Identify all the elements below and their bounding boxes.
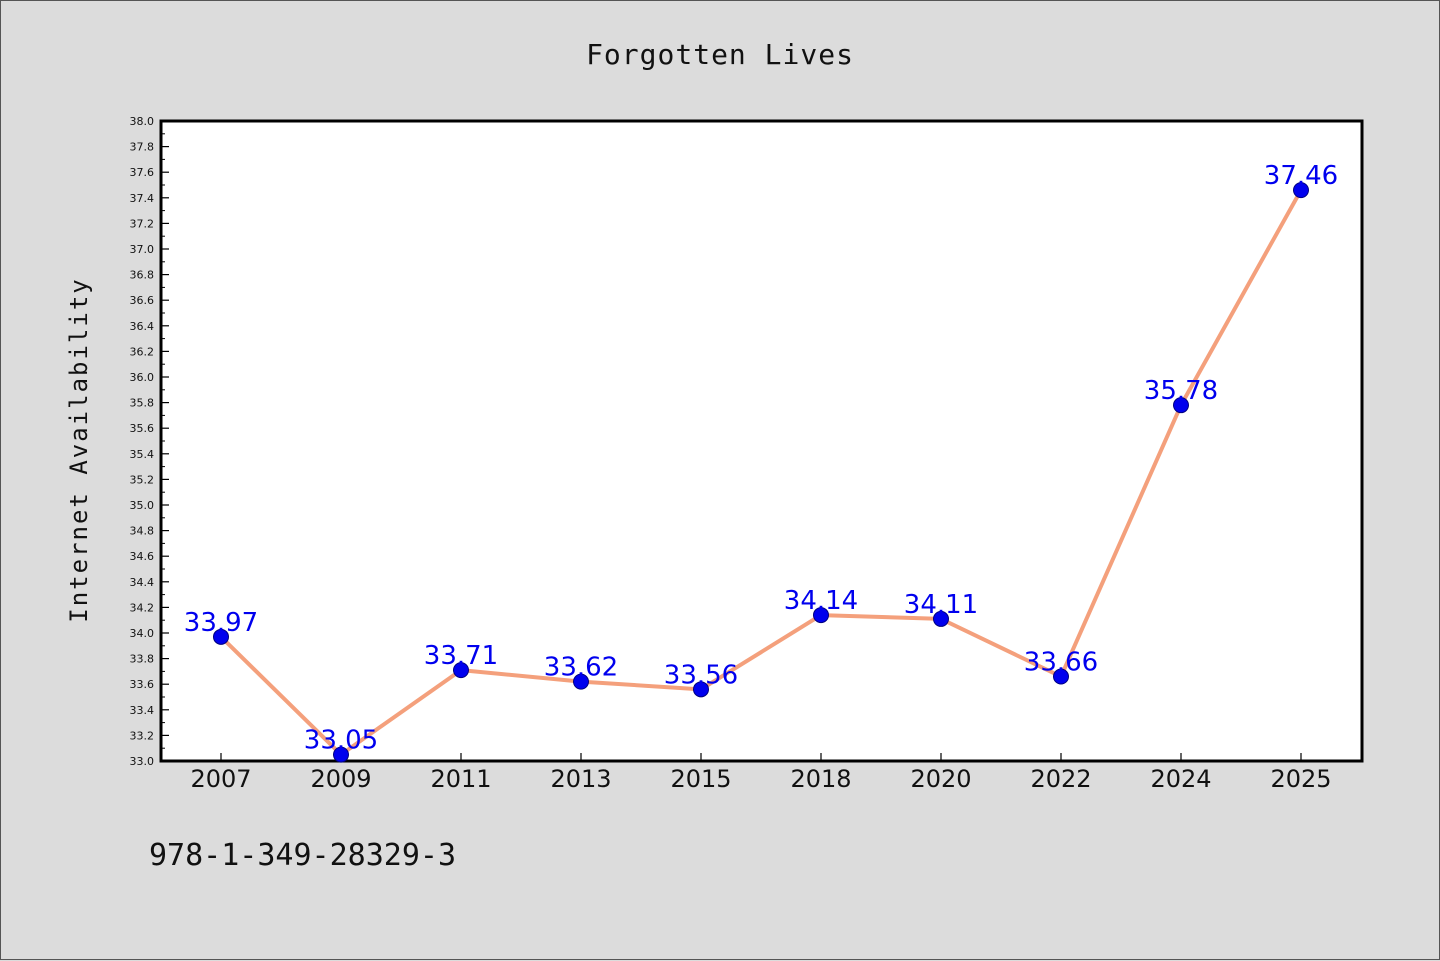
- x-tick-label: 2009: [310, 765, 371, 793]
- x-tick-label: 2022: [1030, 765, 1091, 793]
- x-tick-label: 2015: [670, 765, 731, 793]
- data-label: 34.11: [904, 590, 978, 620]
- data-point: [1173, 397, 1189, 414]
- y-tick-label: 35.8: [130, 397, 155, 410]
- y-tick-label: 38.0: [130, 115, 155, 128]
- y-tick-label: 34.2: [130, 601, 155, 614]
- y-tick-label: 36.8: [130, 269, 155, 282]
- data-point: [213, 628, 229, 645]
- y-tick-label: 37.2: [130, 217, 155, 230]
- y-tick-label: 36.0: [130, 371, 155, 384]
- x-tick-label: 2007: [190, 765, 251, 793]
- data-label: 35.78: [1144, 376, 1218, 406]
- y-tick-label: 34.0: [130, 627, 155, 640]
- data-point: [933, 610, 949, 627]
- plot-area: [159, 119, 1364, 763]
- series-line: [219, 188, 1303, 757]
- y-axis-ticks: 33.0 33.2 33.4 33.6 33.8 34.0 34.2 34.4 34.6 34.8…: [130, 115, 169, 768]
- data-label: 33.66: [1024, 648, 1098, 678]
- x-tick-label: 2011: [430, 765, 491, 793]
- data-label: 37.46: [1264, 161, 1338, 191]
- data-point: [813, 607, 829, 624]
- data-label: 33.05: [304, 726, 378, 756]
- y-tick-label: 35.0: [130, 499, 155, 512]
- y-tick-label: 33.8: [130, 653, 155, 666]
- data-point: [1293, 182, 1309, 199]
- data-label: 33.71: [424, 641, 498, 671]
- data-point: [693, 681, 709, 698]
- y-tick-label: 34.4: [130, 576, 155, 589]
- y-tick-label: 34.8: [130, 525, 155, 538]
- y-tick-label: 33.2: [130, 729, 155, 742]
- data-point: [333, 746, 349, 763]
- data-label: 34.14: [784, 586, 858, 616]
- y-tick-label: 37.4: [130, 192, 155, 205]
- y-tick-label: 35.6: [130, 422, 155, 435]
- data-point: [453, 662, 469, 679]
- data-label: 33.62: [544, 653, 618, 683]
- footer-code: 978-1-349-28329-3: [149, 838, 456, 873]
- y-tick-label: 36.2: [130, 345, 155, 358]
- y-tick-label: 34.6: [130, 550, 155, 563]
- y-tick-label: 36.6: [130, 294, 155, 307]
- data-label: 33.97: [184, 608, 258, 638]
- y-tick-label: 36.4: [130, 320, 155, 333]
- x-tick-label: 2018: [790, 765, 851, 793]
- data-label-layer: 33.97 33.05 33.71 33.62 33.56 34.14 34.11 33.66…: [184, 161, 1338, 755]
- y-tick-label: 37.6: [130, 166, 155, 179]
- data-point: [573, 673, 589, 690]
- x-tick-label: 2024: [1150, 765, 1211, 793]
- x-tick-label: 2020: [910, 765, 971, 793]
- y-tick-label: 35.2: [130, 473, 155, 486]
- y-tick-label: 33.6: [130, 678, 155, 691]
- y-tick-label: 33.4: [130, 704, 155, 717]
- y-axis-label: Internet Availability: [65, 277, 93, 622]
- data-label: 33.56: [664, 660, 738, 690]
- y-tick-label: 35.4: [130, 448, 155, 461]
- y-tick-label: 37.8: [130, 141, 155, 154]
- series-layer: [213, 182, 1309, 763]
- y-tick-label: 33.0: [130, 755, 155, 768]
- x-tick-label: 2013: [550, 765, 611, 793]
- data-point: [1053, 668, 1069, 685]
- chart-title: Forgotten Lives: [586, 38, 854, 71]
- x-axis-ticks: 2007 2009 2011 2013 2015 2018 2020 2022 2024 2025: [190, 753, 1332, 793]
- x-tick-label: 2025: [1270, 765, 1331, 793]
- y-tick-label: 37.0: [130, 243, 155, 256]
